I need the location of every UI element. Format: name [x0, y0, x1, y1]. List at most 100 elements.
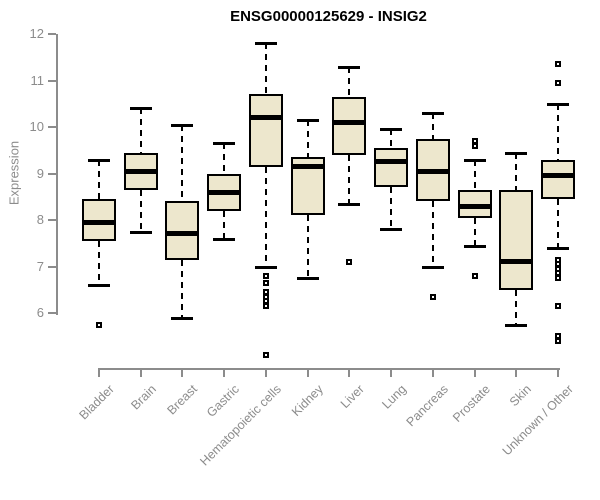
lower-whisker	[223, 210, 226, 239]
upper-whisker-cap	[171, 123, 194, 127]
x-tick	[557, 368, 560, 377]
lower-whisker	[306, 215, 309, 279]
y-tick-label: 9	[36, 165, 44, 181]
lower-whisker	[348, 154, 351, 204]
outlier-point	[471, 272, 478, 279]
y-tick	[48, 172, 56, 175]
upper-whisker	[139, 108, 142, 153]
upper-whisker-cap	[338, 65, 361, 69]
lower-whisker-cap	[338, 202, 361, 206]
x-category-label: Liver	[338, 382, 368, 412]
lower-whisker	[557, 199, 560, 248]
lower-whisker	[390, 187, 393, 230]
upper-whisker	[515, 152, 518, 190]
lower-whisker-cap	[171, 316, 194, 320]
upper-whisker-cap	[129, 107, 152, 111]
upper-whisker-cap	[296, 119, 319, 123]
upper-whisker-cap	[380, 128, 403, 132]
lower-whisker	[98, 240, 100, 286]
lower-whisker-cap	[463, 244, 486, 248]
lower-whisker-cap	[213, 237, 236, 241]
x-tick	[515, 368, 518, 377]
median-line	[84, 219, 114, 225]
y-tick-label: 10	[29, 119, 44, 134]
lower-whisker-cap	[254, 265, 277, 269]
x-category-label: Kidney	[288, 382, 326, 419]
y-tick	[48, 79, 56, 82]
x-category-label: Breast	[164, 382, 201, 418]
x-tick	[348, 368, 351, 377]
x-tick	[306, 368, 309, 377]
y-tick	[48, 219, 56, 221]
outlier-point	[262, 279, 269, 286]
y-tick	[48, 126, 56, 128]
upper-whisker-cap	[421, 112, 444, 116]
x-tick	[98, 368, 100, 377]
median-line	[459, 203, 490, 209]
lower-whisker	[181, 259, 184, 318]
x-axis-line	[99, 368, 561, 370]
y-tick	[48, 33, 56, 35]
lower-whisker-cap	[129, 230, 152, 234]
lower-whisker-cap	[505, 323, 528, 327]
median-line	[417, 168, 448, 174]
upper-whisker-cap	[505, 151, 528, 155]
lower-whisker-cap	[88, 284, 110, 288]
x-tick	[223, 368, 226, 377]
upper-whisker-cap	[254, 42, 277, 46]
y-tick-label: 8	[36, 212, 44, 227]
outlier-point	[555, 79, 562, 86]
y-tick-label: 11	[30, 72, 45, 88]
upper-whisker-cap	[547, 102, 570, 106]
x-tick	[181, 368, 184, 377]
outlier-point	[429, 293, 436, 300]
outlier-point	[555, 337, 562, 344]
x-category-label: Brain	[128, 382, 159, 413]
upper-whisker	[223, 143, 226, 174]
outlier-point	[555, 303, 562, 310]
lower-whisker	[431, 201, 434, 267]
upper-whisker	[431, 113, 434, 139]
box-skin	[499, 189, 534, 290]
outlier-point	[471, 142, 478, 149]
upper-whisker-cap	[463, 158, 486, 162]
lower-whisker-cap	[380, 228, 403, 232]
upper-whisker-cap	[88, 158, 110, 162]
median-line	[543, 173, 574, 179]
x-tick	[264, 368, 267, 377]
x-category-label: Skin	[507, 382, 535, 410]
x-tick	[473, 368, 476, 377]
median-line	[209, 189, 240, 195]
lower-whisker	[473, 217, 476, 246]
lower-whisker	[515, 289, 518, 325]
upper-whisker	[98, 159, 100, 200]
x-category-label: Pancreas	[403, 382, 451, 430]
median-line	[334, 119, 365, 125]
box-liver	[332, 96, 367, 155]
lower-whisker	[139, 189, 142, 232]
upper-whisker	[306, 120, 309, 158]
upper-whisker	[557, 103, 560, 160]
lower-whisker	[264, 166, 267, 267]
box-breast	[165, 201, 200, 260]
lower-whisker-cap	[296, 277, 319, 281]
outlier-point	[346, 258, 353, 265]
x-category-label: Hematopoietic cells	[197, 382, 284, 469]
outlier-point	[262, 351, 269, 358]
x-category-label: Bladder	[76, 382, 117, 423]
median-line	[501, 259, 532, 265]
upper-whisker	[348, 66, 351, 97]
upper-whisker	[390, 129, 393, 148]
y-tick-label: 6	[36, 305, 44, 320]
outlier-point	[555, 61, 562, 68]
x-category-label: Lung	[379, 382, 410, 412]
outlier-point	[262, 272, 269, 279]
upper-whisker	[473, 159, 476, 190]
outlier-point	[262, 303, 269, 310]
y-tick-label: 7	[36, 258, 44, 274]
x-tick	[390, 368, 393, 377]
y-tick-label: 12	[29, 26, 44, 41]
median-line	[250, 115, 281, 121]
upper-whisker	[181, 124, 184, 202]
